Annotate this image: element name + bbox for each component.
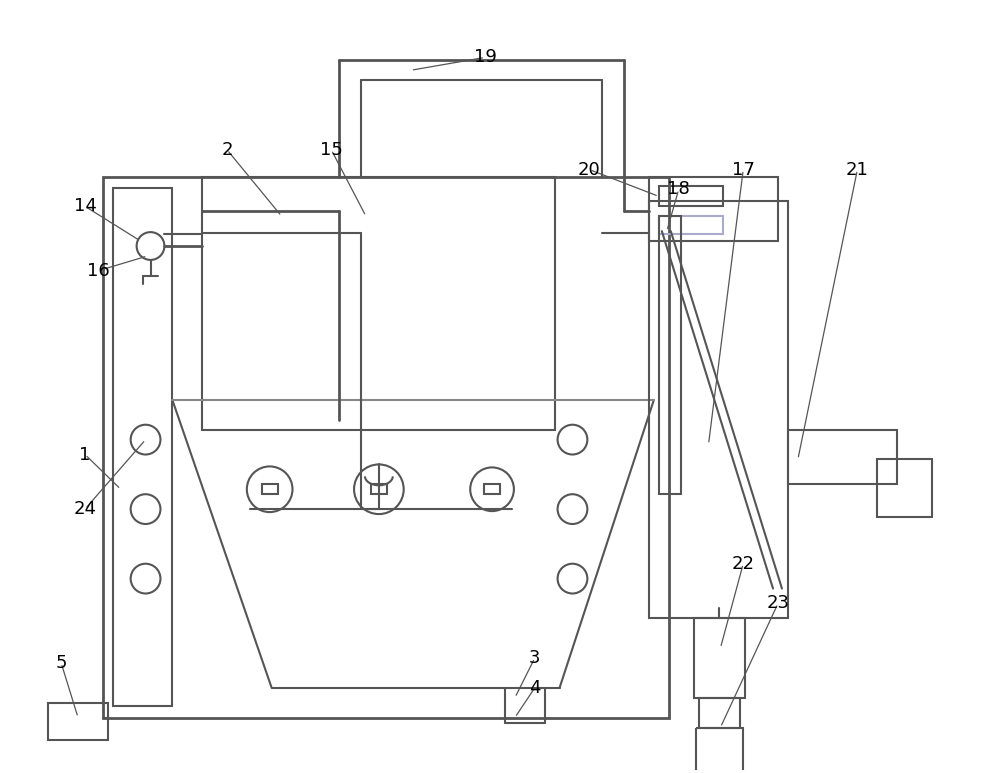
Bar [202, 176, 555, 430]
Text: 2: 2 [221, 141, 233, 158]
Bar [48, 703, 108, 741]
Text: 15: 15 [320, 141, 343, 158]
Bar [699, 698, 740, 727]
Bar [262, 485, 278, 494]
Text: 4: 4 [529, 679, 540, 696]
Text: 18: 18 [667, 180, 690, 199]
Text: 19: 19 [474, 49, 497, 66]
Bar [659, 216, 681, 494]
Bar [371, 485, 387, 494]
Text: 20: 20 [578, 161, 601, 179]
Bar [659, 216, 723, 234]
Text: 24: 24 [74, 500, 97, 518]
Text: 1: 1 [79, 445, 91, 464]
Bar [649, 176, 778, 241]
Bar [659, 186, 723, 206]
Text: 17: 17 [732, 161, 755, 179]
Text: 21: 21 [846, 161, 869, 179]
Bar [788, 430, 897, 485]
Bar [103, 176, 669, 717]
Bar [877, 459, 932, 517]
Text: 5: 5 [55, 654, 67, 672]
Text: 16: 16 [87, 262, 109, 280]
Bar [113, 189, 172, 706]
Text: 14: 14 [74, 197, 96, 216]
Bar [696, 727, 743, 773]
Text: 22: 22 [732, 555, 755, 573]
Bar [649, 201, 788, 618]
Bar [484, 485, 500, 494]
Bar [694, 618, 745, 698]
Text: 3: 3 [529, 649, 540, 667]
Text: 23: 23 [766, 594, 789, 612]
